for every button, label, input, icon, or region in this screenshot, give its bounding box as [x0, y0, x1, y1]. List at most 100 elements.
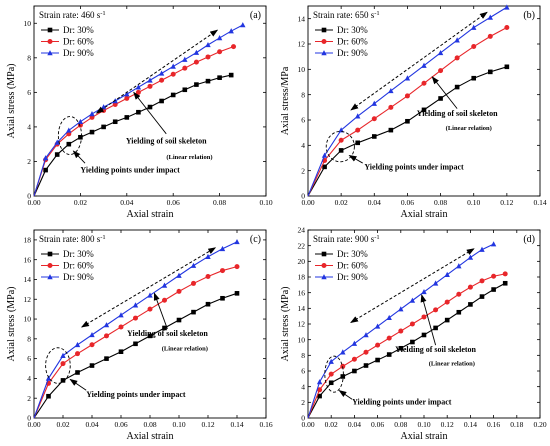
data-point [487, 33, 493, 39]
yield-skeleton-label: Yielding of soil skeleton [395, 345, 476, 354]
data-point [205, 54, 211, 60]
strain-rate-text: Strain rate: 460 s [39, 10, 101, 20]
panel-letter: (c) [250, 234, 261, 245]
x-tick-label: 0.10 [259, 198, 272, 207]
yield-skeleton-arrow [431, 76, 458, 109]
data-point [386, 314, 392, 321]
data-point [504, 4, 510, 10]
data-point [104, 356, 109, 361]
data-point [205, 274, 211, 280]
panel-letter: (a) [250, 10, 261, 21]
data-point [89, 342, 95, 348]
data-point [352, 368, 357, 374]
series-dr90 [33, 238, 240, 419]
data-point [89, 363, 95, 368]
data-point [66, 141, 72, 147]
y-tick-label: 0 [27, 192, 31, 201]
data-point [502, 271, 508, 277]
strain-rate-sup: -1 [100, 10, 105, 17]
data-point [351, 340, 358, 346]
linear-relation-label: (Linear relation) [166, 154, 212, 161]
data-point [487, 14, 493, 20]
data-point [231, 44, 237, 50]
data-point [103, 322, 110, 328]
data-point [135, 89, 141, 95]
linear-trend-arrow [350, 248, 475, 323]
y-tick-label: 2 [27, 157, 31, 166]
y-tick-label: 4 [301, 382, 305, 391]
y-tick-label: 14 [298, 304, 306, 313]
yield-skeleton-label: Yielding of soil skeleton [127, 329, 208, 338]
chart-panel-d: 0.00 0.02 0.04 0.06 0.08 0.10 0.12 0.14 0.16 0.18… [280, 226, 547, 442]
series-dr60 [307, 271, 508, 419]
legend-marker [47, 50, 53, 56]
y-tick-label: 10 [298, 335, 306, 344]
data-point [193, 49, 200, 55]
data-point [176, 288, 182, 294]
strain-rate-sup: -1 [100, 234, 105, 241]
legend-marker [321, 39, 327, 44]
data-point [205, 301, 211, 307]
data-point [363, 332, 369, 338]
x-tick-label: 0.06 [371, 420, 384, 429]
data-point [170, 71, 176, 77]
data-point [101, 124, 106, 130]
annotations: Yielding of soil skeleton (Linear relatio… [45, 247, 217, 399]
data-point [147, 104, 153, 110]
data-point [363, 363, 369, 368]
data-point [375, 357, 380, 363]
y-tick-label: 2 [301, 166, 305, 175]
x-tick-label: 0.06 [114, 420, 127, 429]
data-point [421, 314, 427, 320]
y-tick-label: 18 [298, 273, 306, 282]
data-point [404, 75, 411, 81]
data-point [60, 352, 66, 358]
y-tick-label: 8 [27, 53, 31, 62]
yield-skeleton-arrow [153, 292, 168, 330]
legend-marker [321, 50, 327, 56]
data-point [409, 321, 415, 327]
data-point [340, 363, 346, 369]
data-point [162, 297, 167, 303]
data-point [479, 278, 485, 284]
yield-region-ellipse [324, 355, 344, 393]
series-dr30 [307, 280, 508, 419]
data-point [471, 24, 477, 30]
data-point [375, 342, 381, 348]
y-tick-label: 16 [298, 288, 306, 297]
data-point [468, 302, 473, 307]
data-point [438, 96, 443, 101]
data-point [216, 35, 223, 41]
linear-relation-label: (Linear relation) [429, 361, 475, 368]
data-point [170, 92, 176, 98]
legend-label: Dr: 90% [63, 48, 94, 58]
data-point [234, 264, 240, 270]
y-tick-label: 12 [298, 40, 306, 49]
x-tick-label: 0.08 [394, 420, 407, 429]
data-point [355, 113, 361, 119]
data-point [504, 64, 510, 70]
data-point [240, 22, 246, 28]
data-point [161, 282, 168, 288]
x-tick-label: 0.00 [301, 198, 314, 207]
panel-letter: (b) [523, 10, 535, 21]
legend-marker [321, 263, 327, 268]
data-point [338, 137, 344, 143]
data-point [432, 280, 439, 286]
data-point [363, 349, 369, 355]
data-point [147, 83, 153, 89]
data-point [467, 254, 474, 260]
data-point [54, 139, 60, 145]
data-point [404, 93, 410, 99]
data-point [228, 72, 234, 78]
data-point [421, 107, 427, 113]
yield-points-arrow [348, 154, 363, 164]
data-point [158, 70, 165, 76]
x-tick-label: 0.02 [56, 420, 69, 429]
data-point [371, 134, 377, 139]
legend-marker [47, 263, 53, 268]
y-tick-label: 10 [24, 19, 32, 28]
plot-frame [307, 5, 541, 197]
data-point [124, 95, 130, 101]
